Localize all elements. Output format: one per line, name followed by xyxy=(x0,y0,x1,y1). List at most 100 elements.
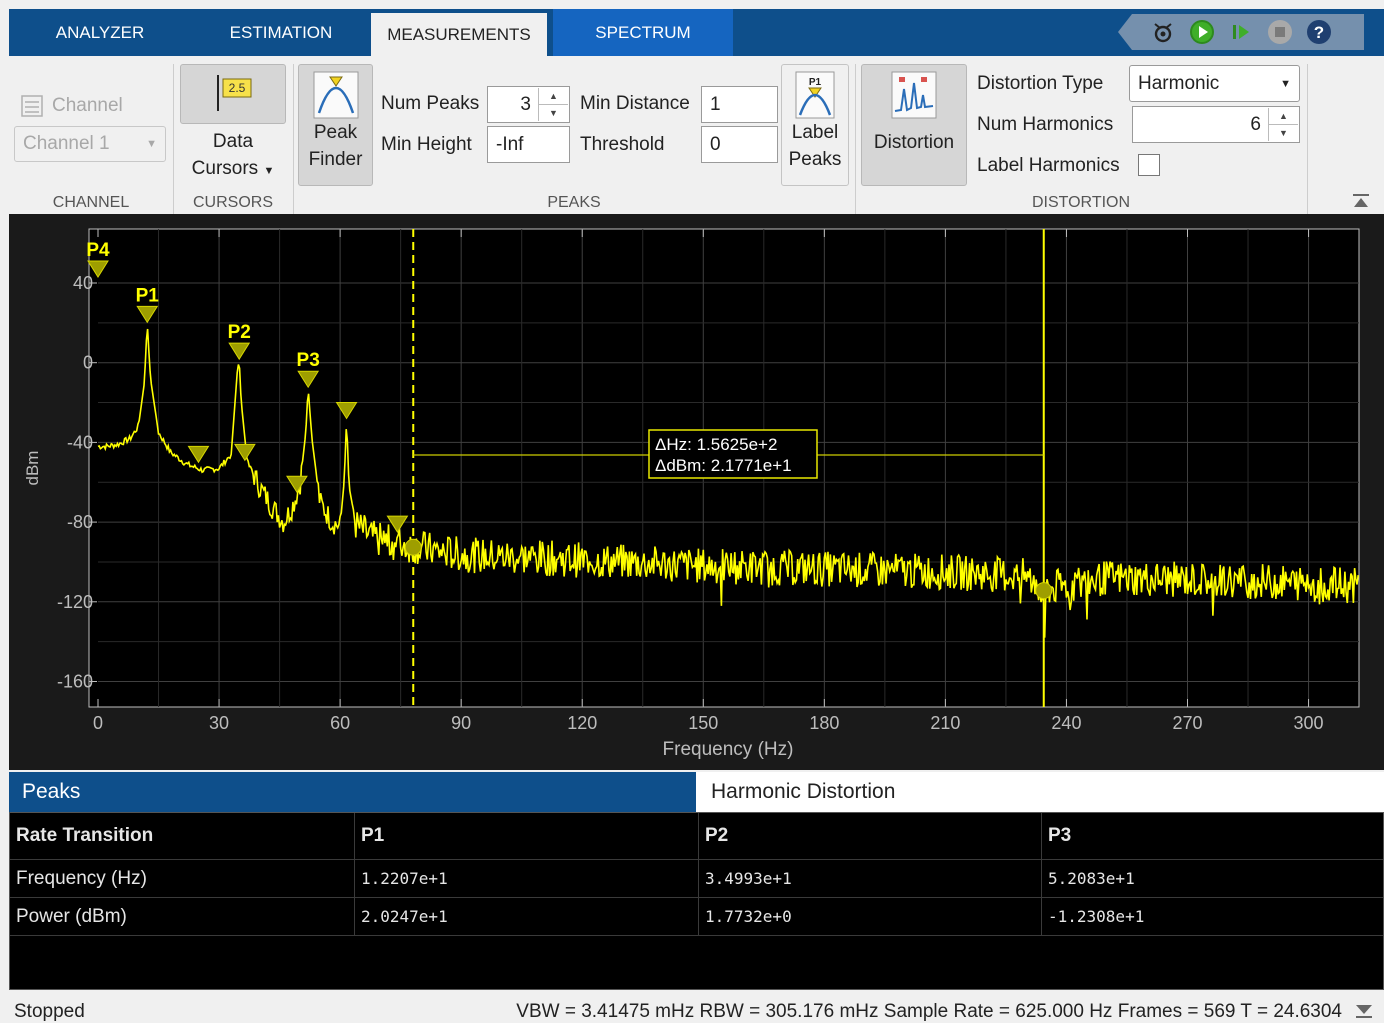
tab-peaks[interactable]: Peaks xyxy=(9,772,696,812)
y-tick-label: -160 xyxy=(57,672,93,692)
harmonic-marker xyxy=(386,515,409,534)
harmonic-marker xyxy=(233,443,256,462)
table-cell: 5.2083e+1 xyxy=(1048,869,1135,888)
x-tick-label: 210 xyxy=(930,713,960,733)
label-peaks-button[interactable]: P1 Label Peaks xyxy=(781,64,849,186)
tab-analyzer[interactable]: ANALYZER xyxy=(55,22,145,42)
distortion-type-dropdown[interactable]: Harmonic ▼ xyxy=(1129,65,1300,102)
x-tick-label: 300 xyxy=(1294,713,1324,733)
threshold-field[interactable]: 0 xyxy=(701,126,778,163)
peak-markers: P1 P2 P3 P4 xyxy=(86,240,409,534)
svg-text:?: ? xyxy=(1314,23,1324,42)
y-tick-label: 40 xyxy=(73,273,93,293)
num-peaks-stepper[interactable]: 3 ▲ ▼ xyxy=(487,86,570,123)
table-cell: 1.7732e+0 xyxy=(699,898,1042,935)
min-height-field[interactable]: -Inf xyxy=(487,126,570,163)
peak-label: P2 xyxy=(228,322,251,343)
num-harmonics-stepper[interactable]: 6 ▲ ▼ xyxy=(1132,106,1300,143)
table-header-cell: Rate Transition xyxy=(10,813,355,859)
x-tick-label: 120 xyxy=(567,713,597,733)
readout-delta-hz: ΔHz: 1.5625e+2 xyxy=(655,435,777,454)
x-tick-labels: 0 30 60 90 120 150 180 210 240 270 300 xyxy=(93,713,1324,733)
x-tick-label: 0 xyxy=(93,713,103,733)
min-height-label: Min Height xyxy=(381,134,472,155)
min-distance-label: Min Distance xyxy=(580,93,690,114)
distortion-icon xyxy=(891,71,937,119)
peak-finder-button[interactable]: Peak Finder xyxy=(298,64,373,186)
data-cursors-icon-button[interactable]: 2.5 xyxy=(180,64,286,124)
collapse-toolstrip-icon[interactable] xyxy=(1352,192,1370,215)
harmonic-marker xyxy=(187,445,210,464)
harmonic-marker xyxy=(286,475,308,494)
table-cell: Frequency (Hz) xyxy=(10,860,355,897)
x-tick-label: 270 xyxy=(1172,713,1202,733)
section-channel: CHANNEL xyxy=(52,194,130,211)
peak-label: P4 xyxy=(86,240,110,261)
tab-measurements[interactable]: MEASUREMENTS xyxy=(371,13,547,56)
status-expand-icon[interactable] xyxy=(1354,1003,1374,1023)
chevron-down-icon: ▼ xyxy=(146,138,157,150)
section-distortion: DISTORTION xyxy=(1031,194,1131,211)
spin-up-icon[interactable]: ▲ xyxy=(1279,111,1288,121)
table-header-row: Rate Transition P1 P2 P3 xyxy=(10,813,1383,860)
tab-estimation[interactable]: ESTIMATION xyxy=(229,22,333,42)
label-harmonics-checkbox[interactable] xyxy=(1138,154,1160,176)
tab-harmonic-distortion[interactable]: Harmonic Distortion xyxy=(696,772,1384,812)
table-cell: Power (dBm) xyxy=(10,898,355,935)
channel-dropdown[interactable]: Channel 1 ▼ xyxy=(14,126,166,162)
peak-label: P1 xyxy=(136,285,160,306)
x-tick-label: 90 xyxy=(451,713,471,733)
label-peaks-icon: P1 xyxy=(795,71,835,119)
harmonic-marker xyxy=(335,401,358,420)
x-tick-label: 180 xyxy=(809,713,839,733)
peak-marker xyxy=(297,370,320,389)
quick-access-toolbar: ? xyxy=(1118,14,1364,50)
cursor-1-point[interactable] xyxy=(404,538,422,556)
y-tick-label: -120 xyxy=(57,592,93,612)
status-info: VBW = 3.41475 mHz RBW = 305.176 mHz Samp… xyxy=(516,1001,1342,1022)
x-tick-label: 240 xyxy=(1051,713,1081,733)
y-axis-label: dBm xyxy=(23,451,42,486)
step-forward-icon[interactable] xyxy=(1226,17,1256,47)
table-header-cell: P2 xyxy=(699,813,1042,859)
help-icon[interactable]: ? xyxy=(1304,17,1334,47)
cursor-readout: ΔHz: 1.5625e+2 ΔdBm: 2.1771e+1 xyxy=(648,429,818,479)
label-harmonics-label: Label Harmonics xyxy=(977,155,1120,176)
table-cell: 2.0247e+1 xyxy=(355,898,699,935)
run-icon[interactable] xyxy=(1187,17,1217,47)
section-cursors: CURSORS xyxy=(192,194,273,211)
data-cursors-button[interactable]: Data Cursors ▼ xyxy=(191,131,275,179)
table-header-cell: P1 xyxy=(355,813,699,859)
table-row: Frequency (Hz) 1.2207e+1 3.4993e+1 5.208… xyxy=(10,860,1383,898)
spin-down-icon[interactable]: ▼ xyxy=(1269,124,1298,141)
channel-icon xyxy=(21,95,43,117)
x-tick-label: 30 xyxy=(209,713,229,733)
threshold-label: Threshold xyxy=(580,134,665,155)
section-peaks: PEAKS xyxy=(547,194,601,211)
stop-icon[interactable] xyxy=(1265,17,1295,47)
cursor-2-point[interactable] xyxy=(1035,582,1053,600)
toolstrip-tab-bar: ANALYZER ESTIMATION MEASUREMENTS SPECTRU… xyxy=(0,0,1384,56)
y-tick-labels: 40 0 -40 -80 -120 -160 xyxy=(57,273,93,692)
min-distance-field[interactable]: 1 xyxy=(701,86,778,123)
spectrum-trace xyxy=(97,328,1359,638)
y-tick-label: 0 xyxy=(83,353,93,373)
tab-spectrum[interactable]: SPECTRUM xyxy=(553,9,733,56)
status-state: Stopped xyxy=(14,1001,85,1022)
x-axis-label: Frequency (Hz) xyxy=(663,739,794,760)
svg-text:P1: P1 xyxy=(809,77,822,88)
distortion-button[interactable]: Distortion xyxy=(861,64,967,186)
chevron-down-icon: ▼ xyxy=(263,165,275,177)
spin-up-icon[interactable]: ▲ xyxy=(549,91,558,101)
spectrum-plot[interactable]: 0 30 60 90 120 150 180 210 240 270 300 40 0 -40 -80 -1… xyxy=(9,214,1384,770)
spectrum-plot-panel: 0 30 60 90 120 150 180 210 240 270 300 40 0 -40 -80 -1… xyxy=(9,214,1384,770)
table-cell: 3.4993e+1 xyxy=(699,860,1042,897)
peak-marker xyxy=(87,260,109,278)
camera-settings-icon[interactable] xyxy=(1148,17,1178,47)
status-bar: Stopped VBW = 3.41475 mHz RBW = 305.176 … xyxy=(9,993,1384,1023)
spin-down-icon[interactable]: ▼ xyxy=(539,104,568,121)
measurement-tabs: Peaks Harmonic Distortion xyxy=(9,772,1384,812)
y-tick-label: -80 xyxy=(67,512,93,532)
table-cell: 1.2207e+1 xyxy=(355,860,699,897)
